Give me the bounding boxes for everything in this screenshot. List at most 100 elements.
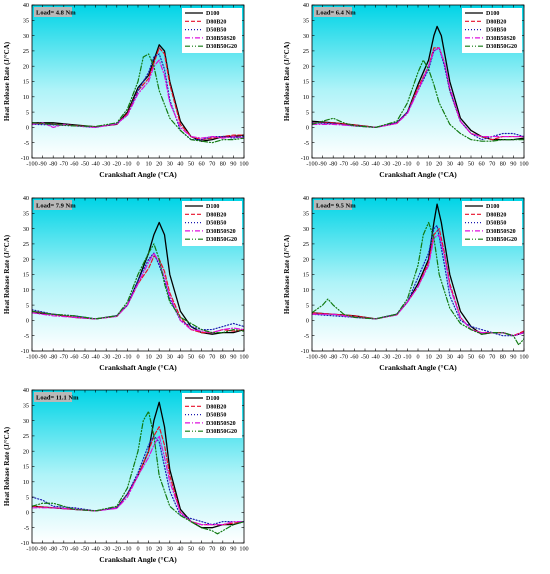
x-tick-label: -100 <box>26 546 37 553</box>
y-tick-label: 0 <box>306 125 309 132</box>
y-tick-label: 10 <box>23 479 29 486</box>
y-tick-label: 0 <box>26 318 29 325</box>
series-line-d30b50g20 <box>32 410 244 535</box>
series-line-d30b50g20 <box>32 243 244 334</box>
x-tick-label: 0 <box>416 354 419 361</box>
legend-box <box>182 201 242 246</box>
load-annotation: Load= 6.4 Nm <box>314 7 356 17</box>
x-tick-label: -90 <box>38 354 46 361</box>
legend: D100 D80B20 D50B50 D30B50S20 D30B50G20 <box>462 201 522 246</box>
legend: D100 D80B20 D50B50 D30B50S20 D30B50G20 <box>182 8 242 53</box>
y-tick-label: 40 <box>303 195 309 202</box>
x-tick-label: 50 <box>188 161 194 168</box>
x-tick-label: 10 <box>146 161 152 168</box>
y-tick-label: -5 <box>24 333 29 340</box>
x-tick-label: 30 <box>167 354 173 361</box>
x-tick-label: -80 <box>329 161 337 168</box>
y-tick-label: 25 <box>23 241 29 248</box>
y-tick-label: -10 <box>301 348 309 355</box>
x-tick-label: 100 <box>239 546 248 553</box>
chart-panel-load-4-8: -100 -90 -80 -70 -60 -50 -40 -30 -20 -10 0 10 20 30 40… <box>0 0 270 188</box>
y-tick-label: -10 <box>21 348 29 355</box>
x-tick-label: -10 <box>123 546 131 553</box>
legend-label-d50b50: D50B50 <box>206 413 226 419</box>
y-tick-label: 40 <box>303 2 309 9</box>
y-tick-label: 35 <box>303 18 309 25</box>
x-tick-label: -30 <box>382 354 390 361</box>
y-tick-label: 40 <box>23 387 29 394</box>
y-tick-label: 5 <box>306 109 309 116</box>
x-tick-label: 80 <box>500 354 506 361</box>
x-tick-label: -20 <box>393 354 401 361</box>
legend: D100 D80B20 D50B50 D30B50S20 D30B50G20 <box>182 201 242 246</box>
series-group <box>312 203 524 346</box>
chart-svg: -100 -90 -80 -70 -60 -50 -40 -30 -20 -10 0 10 20 30 40… <box>3 195 249 372</box>
x-tick-label: 60 <box>199 161 205 168</box>
x-axis-label: Crankshaft Angle (°CA) <box>379 170 457 179</box>
x-tick-label: -20 <box>113 354 121 361</box>
load-annotation-text: Load= 9.5 Nm <box>316 203 356 210</box>
x-tick-label: -80 <box>329 354 337 361</box>
x-tick-label: -10 <box>123 354 131 361</box>
x-tick-label: -60 <box>350 161 358 168</box>
series-line-d30b50g20 <box>312 59 524 142</box>
y-axis-label: Heat Release Rate (J/°CA) <box>283 234 291 314</box>
legend-label-d50b50: D50B50 <box>206 28 226 34</box>
x-tick-label: 70 <box>209 546 215 553</box>
x-tick-label: 20 <box>436 161 442 168</box>
y-tick-label: 25 <box>303 241 309 248</box>
x-tick-label: 10 <box>426 161 432 168</box>
x-tick-label: 30 <box>447 354 453 361</box>
x-tick-label: 70 <box>209 161 215 168</box>
y-tick-label: 15 <box>23 79 29 86</box>
y-tick-label: 15 <box>303 79 309 86</box>
x-tick-label: 60 <box>479 161 485 168</box>
x-tick-label: -100 <box>306 354 317 361</box>
x-tick-label: -50 <box>361 161 369 168</box>
y-tick-label: 20 <box>303 63 309 70</box>
x-tick-label: 50 <box>188 354 194 361</box>
legend-label-d30b50s20: D30B50S20 <box>206 36 236 42</box>
legend-box <box>182 393 242 438</box>
x-tick-label: 50 <box>188 546 194 553</box>
load-annotation: Load= 7.9 Nm <box>34 200 76 210</box>
legend-label-d80b20: D80B20 <box>486 212 506 218</box>
x-tick-label: 80 <box>220 546 226 553</box>
x-tick-label: -90 <box>318 161 326 168</box>
y-tick-label: 15 <box>303 272 309 279</box>
load-annotation-text: Load= 4.8 Nm <box>36 10 76 17</box>
legend-label-d100: D100 <box>486 204 499 210</box>
chart-panel-load-6-4: -100 -90 -80 -70 -60 -50 -40 -30 -20 -10 0 10 20 30 40… <box>280 0 550 188</box>
x-tick-label: 70 <box>209 354 215 361</box>
x-tick-label: 30 <box>447 161 453 168</box>
load-annotation: Load= 9.5 Nm <box>314 200 356 210</box>
x-tick-label: 70 <box>489 354 495 361</box>
series-group <box>32 221 244 335</box>
x-tick-label: -40 <box>91 354 99 361</box>
x-tick-label: 50 <box>468 354 474 361</box>
legend-label-d30b50g20: D30B50G20 <box>486 237 517 243</box>
chart-panel-load-7-9: -100 -90 -80 -70 -60 -50 -40 -30 -20 -10 0 10 20 30 40… <box>0 193 270 381</box>
x-tick-label: -70 <box>60 161 68 168</box>
x-axis-label: Crankshaft Angle (°CA) <box>99 363 177 372</box>
legend-label-d30b50s20: D30B50S20 <box>206 421 236 427</box>
load-annotation-text: Load= 6.4 Nm <box>316 10 356 17</box>
x-tick-label: -100 <box>306 161 317 168</box>
load-annotation: Load= 11.1 Nm <box>34 392 79 402</box>
x-tick-label: 30 <box>167 161 173 168</box>
series-line-d80b20 <box>32 47 244 141</box>
y-tick-label: 35 <box>23 211 29 218</box>
chart-svg: -100 -90 -80 -70 -60 -50 -40 -30 -20 -10 0 10 20 30 40… <box>3 2 249 179</box>
x-tick-label: 80 <box>220 354 226 361</box>
x-tick-label: -40 <box>371 354 379 361</box>
chart-svg: -100 -90 -80 -70 -60 -50 -40 -30 -20 -10 0 10 20 30 40… <box>283 2 529 179</box>
x-tick-label: -90 <box>318 354 326 361</box>
legend-box <box>462 201 522 246</box>
y-tick-label: 30 <box>23 226 29 233</box>
x-axis-label: Crankshaft Angle (°CA) <box>379 363 457 372</box>
legend-label-d30b50g20: D30B50G20 <box>206 237 237 243</box>
y-tick-label: -5 <box>304 333 309 340</box>
x-tick-label: -30 <box>102 354 110 361</box>
y-tick-label: -5 <box>24 140 29 147</box>
y-tick-label: 10 <box>23 94 29 101</box>
